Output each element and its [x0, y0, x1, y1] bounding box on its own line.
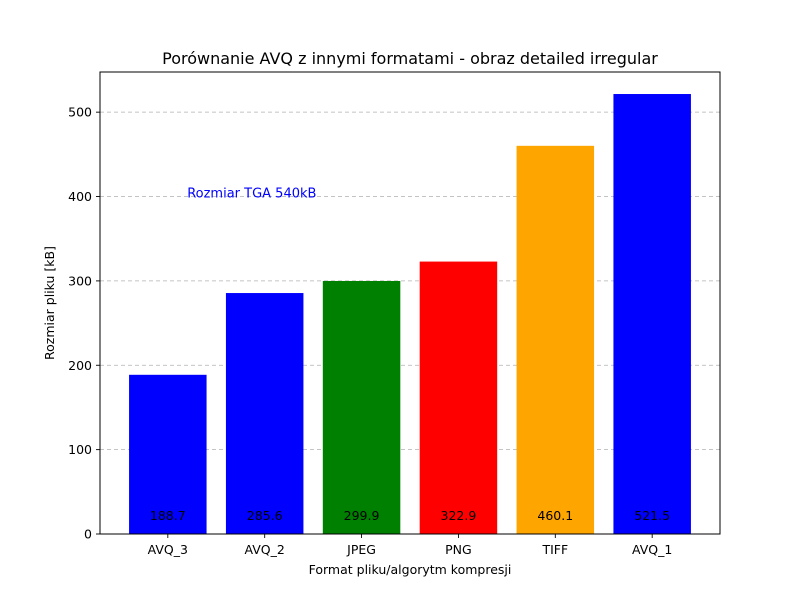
bar-png: [419, 261, 498, 534]
y-tick-label: 100: [68, 442, 92, 457]
y-tick-label: 400: [68, 189, 92, 204]
plot-frame: [99, 71, 721, 535]
bar-avq-1: [613, 94, 691, 535]
chart-title: Porównanie AVQ z innymi formatami - obra…: [162, 49, 658, 68]
bar-jpeg: [322, 280, 401, 534]
data-label: 188.7: [150, 508, 186, 523]
x-axis: AVQ_3 AVQ_2 JPEG PNG TIFF AVQ_1: [148, 534, 672, 557]
bar-avq-2: [225, 293, 304, 534]
x-tick-label: AVQ_3: [148, 542, 188, 557]
x-axis-label: Format pliku/algorytm kompresji: [309, 562, 512, 577]
x-tick-label: AVQ_1: [632, 542, 672, 557]
y-tick-label: 200: [68, 358, 92, 373]
tga-size-annotation: Rozmiar TGA 540kB: [187, 187, 316, 202]
data-labels: 188.7 285.6 299.9 322.9 460.1 521.5: [150, 508, 670, 523]
grid-layer: [100, 111, 720, 451]
y-tick-label: 300: [68, 273, 92, 288]
x-tick-label: TIFF: [541, 542, 568, 557]
x-tick-label: PNG: [445, 542, 472, 557]
data-label: 521.5: [634, 508, 670, 523]
bar-tiff: [516, 145, 595, 534]
bar-layer: [129, 94, 691, 535]
x-tick-label: AVQ_2: [245, 542, 285, 557]
data-label: 299.9: [344, 508, 380, 523]
data-label: 285.6: [247, 508, 283, 523]
bar-avq-3: [129, 374, 207, 534]
data-label: 322.9: [441, 508, 477, 523]
y-axis-label: Rozmiar pliku [kB]: [42, 246, 57, 360]
data-label: 460.1: [537, 508, 573, 523]
x-tick-label: JPEG: [346, 542, 376, 557]
y-tick-label: 500: [68, 105, 92, 120]
y-axis: 0 100 200 300 400 500: [68, 105, 100, 542]
y-tick-label: 0: [84, 527, 92, 542]
